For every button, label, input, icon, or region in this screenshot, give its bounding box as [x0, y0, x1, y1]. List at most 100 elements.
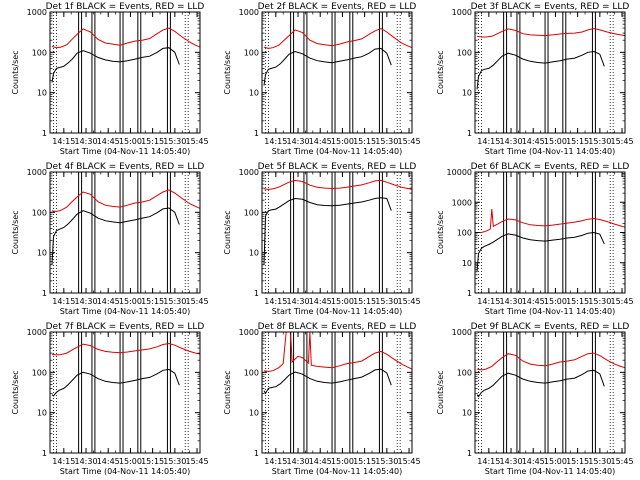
lld-series-line: [51, 342, 201, 356]
x-tick-label: 15:00: [119, 297, 142, 306]
x-tick-label: 14:30: [74, 297, 97, 306]
x-tick-label: 14:15: [477, 137, 500, 146]
x-tick-label: 15:30: [375, 457, 398, 466]
panel-det-9: Det 9f BLACK = Events, RED = LLD 1 10 100 10…: [436, 322, 634, 476]
lld-series-line: [477, 208, 626, 233]
panel-title: Det 7f BLACK = Events, RED = LLD: [46, 322, 205, 332]
x-tick-label: 15:45: [186, 137, 209, 146]
y-tick-label: 1000: [452, 198, 472, 207]
panel-title: Det 8f BLACK = Events, RED = LLD: [258, 322, 417, 332]
plot-frame: [49, 331, 201, 454]
x-tick-label: 15:30: [163, 297, 186, 306]
x-tick-label: 15:45: [611, 137, 634, 146]
x-tick-label: 14:30: [74, 457, 97, 466]
x-tick-label: 15:45: [611, 297, 634, 306]
events-series-line: [51, 207, 180, 265]
x-tick-label: 14:15: [264, 297, 287, 306]
x-tick-label: 15:15: [141, 137, 164, 146]
panel-title: Det 1f BLACK = Events, RED = LLD: [46, 2, 205, 12]
x-tick-label: 14:30: [499, 137, 522, 146]
lld-series-line: [263, 27, 413, 49]
y-tick-label: 1: [42, 129, 47, 138]
y-tick-label: 10: [249, 249, 259, 258]
x-tick-label: 14:45: [97, 457, 120, 466]
x-tick-label: 15:45: [398, 137, 421, 146]
lld-series-line: [263, 331, 413, 373]
y-tick-label: 100: [457, 48, 472, 57]
plot-frame: [474, 11, 626, 134]
x-axis-label: Start Time (04-Nov-11 14:05:40): [272, 307, 402, 316]
panel-det-1: Det 1f BLACK = Events, RED = LLD 1 10 100 10…: [11, 2, 209, 156]
panel-title: Det 9f BLACK = Events, RED = LLD: [471, 322, 630, 332]
x-tick-label: 15:30: [163, 457, 186, 466]
plot-frame: [261, 171, 413, 294]
x-tick-label: 15:00: [119, 137, 142, 146]
panel-det-5: Det 5f BLACK = Events, RED = LLD 1 10 100 10…: [223, 162, 421, 316]
x-tick-label: 15:45: [398, 297, 421, 306]
x-axis-label: Start Time (04-Nov-11 14:05:40): [272, 147, 402, 156]
plot-frame: [49, 171, 201, 294]
x-tick-label: 14:30: [499, 457, 522, 466]
y-tick-label: 1000: [27, 328, 47, 337]
x-axis-label: Start Time (04-Nov-11 14:05:40): [60, 147, 190, 156]
lld-series-line: [51, 189, 201, 213]
x-tick-label: 15:30: [588, 137, 611, 146]
x-tick-label: 15:30: [163, 137, 186, 146]
x-tick-label: 14:30: [499, 297, 522, 306]
x-tick-label: 15:15: [353, 457, 376, 466]
x-tick-label: 15:30: [375, 137, 398, 146]
x-tick-label: 15:45: [611, 457, 634, 466]
x-tick-label: 15:45: [398, 457, 421, 466]
y-axis-label: Counts/sec: [436, 210, 445, 254]
x-tick-label: 15:15: [566, 137, 589, 146]
plot-frame: [49, 11, 201, 134]
x-tick-label: 14:15: [52, 297, 75, 306]
y-tick-label: 10: [37, 249, 47, 258]
y-tick-label: 100: [32, 48, 47, 57]
x-tick-label: 14:45: [522, 137, 545, 146]
y-tick-label: 10: [249, 89, 259, 98]
x-tick-label: 14:30: [286, 137, 309, 146]
y-tick-label: 100: [457, 368, 472, 377]
panel-title: Det 4f BLACK = Events, RED = LLD: [46, 162, 205, 172]
y-axis-label: Counts/sec: [223, 50, 232, 94]
panel-det-7: Det 7f BLACK = Events, RED = LLD 1 10 100 10…: [11, 322, 209, 476]
x-tick-label: 14:45: [522, 457, 545, 466]
x-tick-label: 15:30: [375, 297, 398, 306]
y-tick-label: 10: [462, 409, 472, 418]
x-tick-label: 15:15: [353, 297, 376, 306]
y-tick-label: 10: [462, 259, 472, 268]
plot-frame: [474, 171, 626, 294]
y-tick-label: 1: [42, 449, 47, 458]
panel-title: Det 2f BLACK = Events, RED = LLD: [258, 2, 417, 12]
y-tick-label: 10: [462, 89, 472, 98]
panel-det-2: Det 2f BLACK = Events, RED = LLD 1 10 100 10…: [223, 2, 421, 156]
x-axis-label: Start Time (04-Nov-11 14:05:40): [60, 467, 190, 476]
x-tick-label: 15:00: [331, 457, 354, 466]
y-tick-label: 1000: [452, 328, 472, 337]
x-tick-label: 15:45: [186, 297, 209, 306]
x-tick-label: 14:45: [309, 137, 332, 146]
events-series-line: [263, 368, 392, 395]
y-tick-label: 10: [37, 89, 47, 98]
x-tick-label: 15:15: [566, 297, 589, 306]
y-axis-label: Counts/sec: [436, 370, 445, 414]
x-tick-label: 15:00: [331, 297, 354, 306]
x-tick-label: 15:15: [141, 297, 164, 306]
x-tick-label: 15:00: [544, 457, 567, 466]
panel-title: Det 5f BLACK = Events, RED = LLD: [258, 162, 417, 172]
y-axis-label: Counts/sec: [223, 210, 232, 254]
panel-det-6: Det 6f BLACK = Events, RED = LLD 1 10 100 10…: [436, 162, 634, 316]
y-tick-label: 1: [467, 129, 472, 138]
y-tick-label: 1: [467, 449, 472, 458]
events-series-line: [476, 50, 605, 90]
events-series-line: [476, 231, 605, 272]
x-tick-label: 14:15: [264, 137, 287, 146]
x-tick-label: 14:45: [309, 297, 332, 306]
y-tick-label: 10000: [447, 168, 472, 177]
x-tick-label: 14:30: [74, 137, 97, 146]
panel-det-4: Det 4f BLACK = Events, RED = LLD 1 10 100 10…: [11, 162, 209, 316]
plot-frame: [474, 331, 626, 454]
events-series-line: [51, 47, 180, 83]
y-tick-label: 1: [254, 449, 259, 458]
